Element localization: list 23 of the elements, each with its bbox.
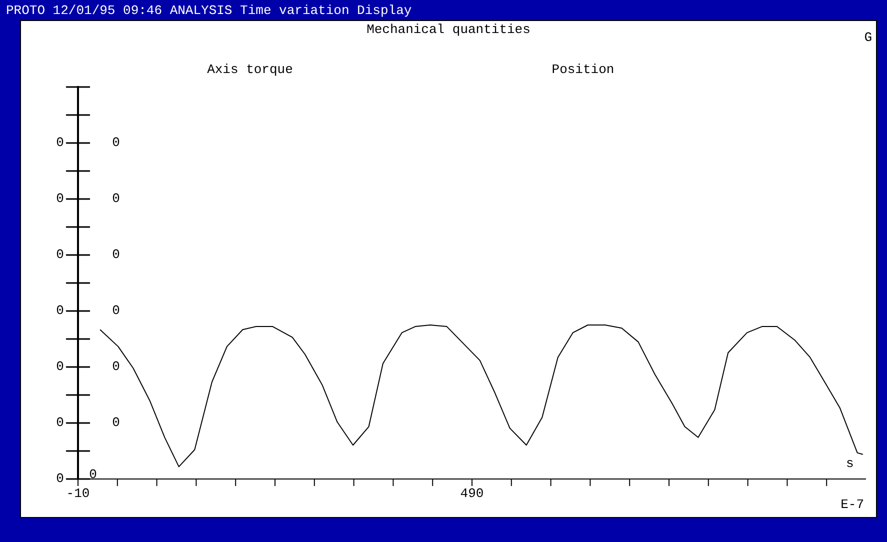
text: 0 [112,247,120,262]
text: Position [550,62,616,77]
x-tick-label: 490 [460,486,484,502]
annotation: 0 [112,359,120,374]
text: 0 [56,135,64,150]
text: 0 [56,471,64,486]
text: 0 [56,191,64,206]
x-axis-title: s [846,456,854,471]
text: 0 [112,191,120,206]
annotation: 0 [112,415,120,430]
chart-title: Mechanical quantities [366,22,530,37]
text: Axis torque [206,62,294,77]
text: 0 [112,303,120,318]
x-tick-label: -10 [66,486,90,502]
text: 0 [56,415,64,430]
annotation: 0 [89,467,97,482]
text: E-7 [840,497,864,512]
text: 0 [56,247,64,262]
text: 0 [56,303,64,318]
text: 0 [112,135,120,150]
text: G [864,30,872,45]
text: 0 [56,359,64,374]
text: PROTO 12/01/95 09:46 ANALYSIS Time variation Display [6,3,412,18]
